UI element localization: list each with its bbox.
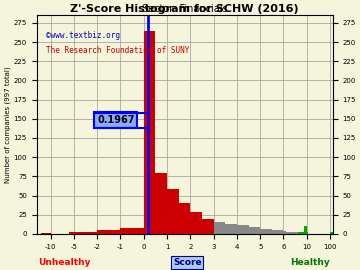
Text: Unhealthy: Unhealthy: [39, 258, 91, 267]
Bar: [304, 226, 307, 234]
Bar: [41, 233, 46, 234]
Bar: [272, 230, 283, 234]
Bar: [167, 189, 179, 234]
Bar: [97, 230, 121, 234]
Bar: [213, 222, 225, 234]
Text: The Research Foundation of SUNY: The Research Foundation of SUNY: [46, 46, 189, 55]
Bar: [121, 228, 144, 234]
Bar: [144, 31, 156, 234]
Bar: [248, 227, 260, 234]
Bar: [74, 232, 82, 234]
Bar: [283, 231, 286, 234]
Bar: [82, 232, 89, 234]
Text: 0.1967: 0.1967: [97, 115, 135, 125]
Bar: [202, 218, 213, 234]
Bar: [289, 232, 292, 234]
Bar: [237, 225, 248, 234]
Bar: [298, 232, 301, 234]
Text: ©www.textbiz.org: ©www.textbiz.org: [46, 31, 120, 39]
Title: Z'-Score Histogram for SCHW (2016): Z'-Score Histogram for SCHW (2016): [70, 4, 299, 14]
Y-axis label: Number of companies (997 total): Number of companies (997 total): [4, 66, 11, 183]
Text: Healthy: Healthy: [290, 258, 329, 267]
Bar: [292, 232, 295, 234]
Bar: [69, 232, 74, 234]
Bar: [179, 203, 190, 234]
Bar: [295, 232, 298, 234]
Bar: [156, 173, 167, 234]
Bar: [46, 233, 51, 234]
Bar: [190, 212, 202, 234]
Bar: [330, 232, 333, 234]
Text: Sector: Financials: Sector: Financials: [142, 4, 228, 14]
Bar: [286, 232, 289, 234]
Bar: [260, 228, 272, 234]
Bar: [225, 224, 237, 234]
Bar: [301, 232, 304, 234]
Bar: [89, 232, 97, 234]
Text: Score: Score: [173, 258, 202, 267]
